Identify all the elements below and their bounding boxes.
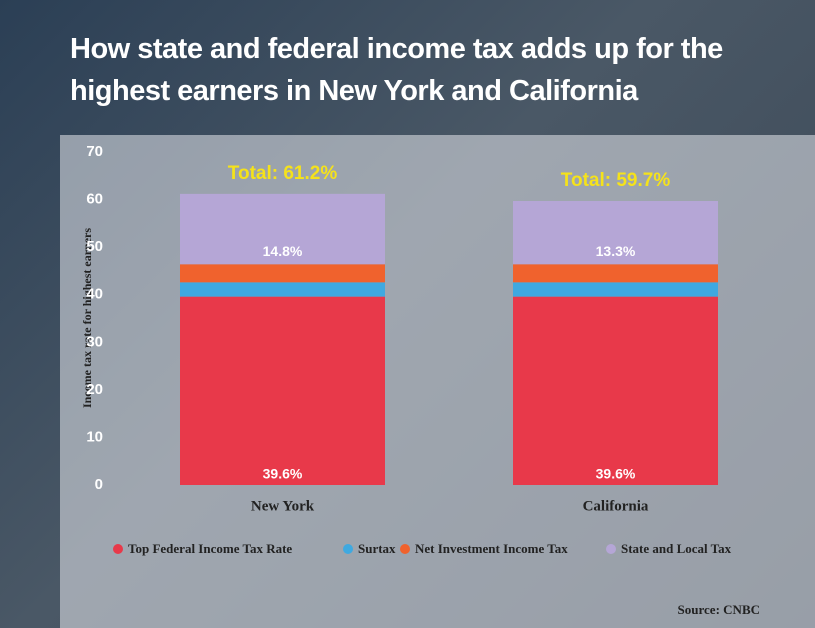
y-tick-label: 50 bbox=[86, 238, 103, 255]
y-tick-label: 30 bbox=[86, 333, 103, 350]
y-tick-label: 70 bbox=[86, 143, 103, 160]
bar-segment bbox=[180, 264, 385, 283]
bar-segment bbox=[513, 282, 718, 297]
source: Source: CNBC bbox=[678, 602, 760, 617]
legend-label: Top Federal Income Tax Rate bbox=[128, 541, 292, 556]
legend-swatch bbox=[400, 544, 410, 554]
bar-segment bbox=[180, 193, 385, 265]
y-tick-label: 0 bbox=[95, 476, 103, 493]
legend-swatch bbox=[606, 544, 616, 554]
bar-segment bbox=[513, 200, 718, 265]
legend-label: Net Investment Income Tax bbox=[415, 541, 568, 556]
value-label: 14.8% bbox=[263, 243, 303, 259]
y-tick-label: 40 bbox=[86, 286, 103, 303]
x-tick-label: New York bbox=[251, 498, 315, 514]
total-label: Total: 61.2% bbox=[228, 163, 338, 184]
total-label: Total: 59.7% bbox=[561, 170, 671, 191]
value-label: 13.3% bbox=[596, 243, 636, 259]
bar-segment bbox=[180, 282, 385, 297]
x-tick-label: California bbox=[583, 498, 649, 514]
value-label: 39.6% bbox=[596, 466, 636, 482]
legend-label: State and Local Tax bbox=[621, 541, 732, 556]
chart-title: How state and federal income tax adds up… bbox=[70, 33, 723, 107]
legend-swatch bbox=[113, 544, 123, 554]
legend-label: Surtax bbox=[358, 541, 396, 556]
bar-segment bbox=[180, 296, 385, 485]
y-tick-label: 10 bbox=[86, 428, 103, 445]
legend-swatch bbox=[343, 544, 353, 554]
y-axis-label: Income tax rate for highest earners bbox=[80, 228, 94, 408]
value-label: 39.6% bbox=[263, 466, 303, 482]
bar-segment bbox=[513, 264, 718, 283]
bar-segment bbox=[513, 296, 718, 485]
y-tick-label: 20 bbox=[86, 381, 103, 398]
y-tick-label: 60 bbox=[86, 191, 103, 208]
